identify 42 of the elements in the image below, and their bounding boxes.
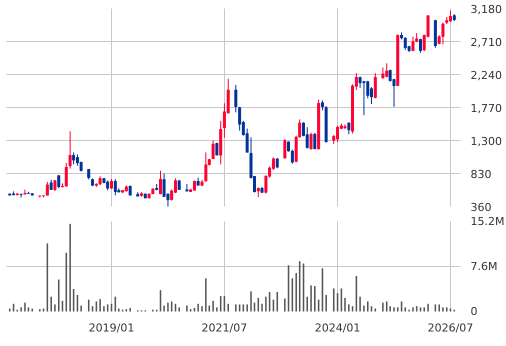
candlestick bbox=[106, 180, 110, 191]
candlestick bbox=[358, 76, 362, 88]
candlestick bbox=[162, 173, 166, 198]
y-tick-label: 360 bbox=[470, 201, 492, 214]
candlestick bbox=[212, 140, 215, 160]
candlestick bbox=[448, 10, 452, 22]
candlestick bbox=[385, 62, 388, 78]
y-tick-label: 3,180 bbox=[470, 3, 502, 16]
y-tick-label: 2,240 bbox=[470, 69, 502, 82]
candlestick bbox=[215, 142, 218, 156]
y-tick-label: 0 bbox=[470, 305, 478, 318]
candlestick bbox=[404, 36, 407, 50]
candlestick bbox=[419, 38, 422, 54]
candlestick bbox=[87, 168, 90, 180]
candlestick bbox=[362, 80, 366, 116]
y-tick-label: 830 bbox=[470, 168, 492, 181]
candlestick bbox=[57, 174, 60, 189]
y-tick-label: 15.2M bbox=[470, 215, 504, 228]
candlestick bbox=[204, 152, 208, 182]
candlestick bbox=[283, 138, 286, 160]
candlestick bbox=[276, 158, 279, 169]
y-tick-label: 1,300 bbox=[470, 135, 502, 148]
candlestick bbox=[336, 125, 340, 142]
candlestick bbox=[72, 152, 76, 165]
candlestick bbox=[411, 36, 414, 52]
y-tick-label: 2,710 bbox=[470, 36, 502, 49]
candlestick bbox=[441, 22, 444, 45]
x-tick-label: 2019/01 bbox=[88, 322, 134, 334]
y-tick-label: 1,770 bbox=[470, 102, 502, 115]
candlestick bbox=[114, 178, 117, 196]
x-tick-label: 2026/07 bbox=[428, 322, 474, 334]
candlestick bbox=[313, 132, 316, 150]
candlestick bbox=[46, 181, 49, 196]
x-tick-label: 2024/01 bbox=[314, 322, 360, 334]
candlestick bbox=[159, 170, 162, 195]
candlestick bbox=[347, 122, 350, 135]
candlestick bbox=[310, 132, 313, 150]
candlestick bbox=[374, 72, 377, 99]
candlestick bbox=[256, 187, 260, 198]
x-tick-label: 2021/07 bbox=[202, 322, 248, 334]
candlestick bbox=[110, 178, 113, 190]
y-tick-label: 7.6M bbox=[470, 260, 498, 273]
